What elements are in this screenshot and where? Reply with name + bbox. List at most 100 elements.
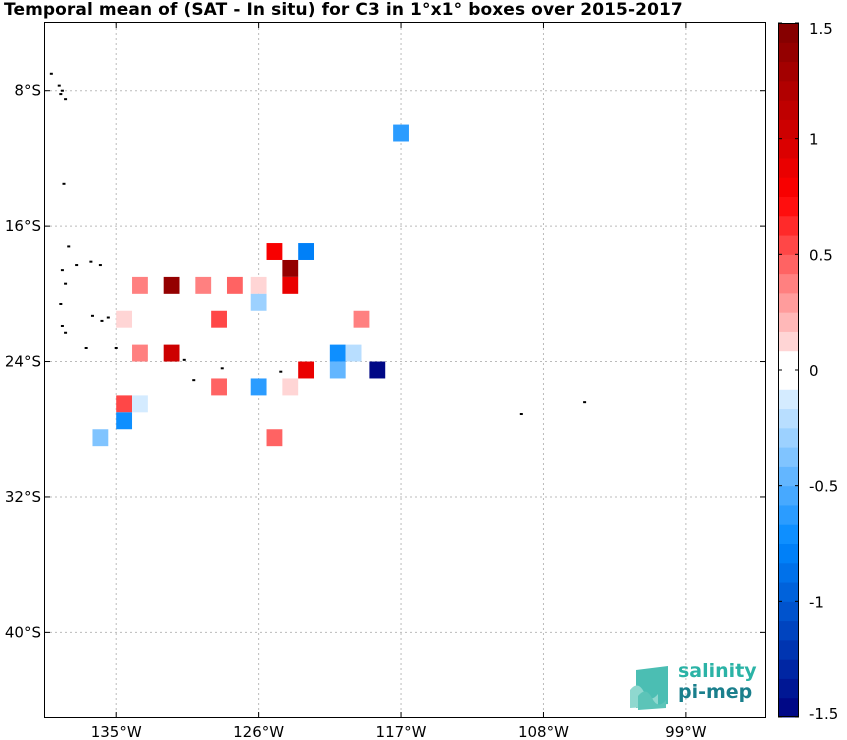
island-dot bbox=[100, 319, 104, 322]
data-box bbox=[116, 395, 133, 413]
colorbar-segment bbox=[778, 138, 799, 159]
data-box bbox=[132, 344, 148, 362]
wave-logo-icon bbox=[630, 666, 668, 710]
data-box bbox=[116, 310, 133, 328]
colorbar-segment bbox=[778, 389, 799, 410]
colorbar-segment bbox=[778, 524, 799, 544]
data-box bbox=[266, 243, 283, 260]
island-dot bbox=[57, 84, 61, 87]
colorbar-segment bbox=[778, 678, 799, 699]
colorbar-segment bbox=[778, 485, 799, 506]
data-box bbox=[250, 293, 267, 311]
data-box bbox=[266, 429, 283, 447]
lon-tick-label: 99°W bbox=[665, 723, 707, 740]
colorbar-segment bbox=[778, 582, 799, 602]
data-box bbox=[393, 124, 409, 142]
colorbar-segment bbox=[778, 562, 799, 583]
data-box bbox=[92, 429, 109, 447]
colorbar-tick-label: 0 bbox=[809, 362, 819, 380]
salinity-pi-mep-logo: salinity pi-mep bbox=[628, 660, 763, 710]
colorbar-segment bbox=[778, 543, 799, 564]
data-box bbox=[132, 395, 148, 413]
data-box bbox=[211, 378, 227, 396]
colorbar-segment bbox=[778, 61, 799, 82]
island-dot bbox=[106, 316, 110, 319]
colorbar-segment bbox=[778, 235, 799, 255]
data-boxes bbox=[92, 124, 409, 447]
island-dot bbox=[89, 260, 93, 263]
colorbar-tick-label: -0.5 bbox=[809, 478, 838, 496]
island-dot bbox=[75, 264, 79, 267]
lat-tick-label: 24°S bbox=[5, 353, 41, 371]
map-frame bbox=[44, 22, 766, 718]
colorbar-segment bbox=[778, 254, 799, 275]
colorbar-segment bbox=[778, 504, 799, 525]
colorbar-segment bbox=[778, 157, 799, 178]
colorbar-tick-label: 1 bbox=[809, 131, 819, 149]
island-dot bbox=[59, 93, 63, 96]
lat-tick-label: 40°S bbox=[5, 623, 41, 641]
colorbar-segment bbox=[778, 447, 799, 467]
data-box bbox=[226, 276, 243, 294]
island-dot bbox=[60, 89, 64, 92]
colorbar-segment bbox=[778, 23, 799, 43]
island-dot bbox=[583, 401, 587, 404]
island-dot bbox=[67, 245, 71, 248]
colorbar-tick-label: 1.5 bbox=[809, 20, 833, 38]
colorbar-segment bbox=[778, 408, 799, 429]
colorbar-segment bbox=[778, 100, 799, 120]
logo-text-salinity: salinity bbox=[678, 660, 757, 682]
island-dot bbox=[220, 367, 224, 370]
colorbar: 1.5 1 0.5 0 -0.5 -1 -1.5 bbox=[778, 20, 838, 723]
data-box bbox=[116, 412, 133, 430]
island-dot bbox=[64, 282, 68, 285]
data-box bbox=[163, 344, 180, 362]
lon-tick-label: 108°W bbox=[518, 723, 569, 740]
data-box bbox=[282, 259, 299, 277]
colorbar-segment bbox=[778, 312, 799, 332]
axis-ticks: 135°W 126°W 117°W 108°W 99°W 8°S 16°S 24°S 32°S 4… bbox=[5, 23, 765, 740]
colorbar-segment bbox=[778, 196, 799, 217]
island-dot bbox=[90, 314, 94, 317]
island-dot bbox=[114, 346, 118, 349]
data-box bbox=[298, 361, 315, 379]
island-dot bbox=[60, 324, 64, 327]
lon-tick-label: 135°W bbox=[91, 723, 142, 740]
lat-tick-label: 32°S bbox=[5, 488, 41, 506]
colorbar-segment bbox=[778, 370, 799, 390]
colorbar-tick-label: -1 bbox=[809, 593, 824, 611]
data-box bbox=[329, 361, 346, 379]
data-box bbox=[329, 344, 346, 362]
island-dot bbox=[60, 269, 64, 272]
colorbar-segment bbox=[778, 601, 799, 622]
data-box bbox=[282, 378, 299, 396]
colorbar-segment bbox=[778, 215, 799, 236]
data-box bbox=[163, 276, 180, 294]
data-box bbox=[211, 310, 227, 328]
data-box bbox=[353, 310, 370, 328]
colorbar-segment bbox=[778, 639, 799, 660]
island-dot bbox=[59, 302, 63, 305]
colorbar-segment bbox=[778, 620, 799, 641]
data-box bbox=[298, 243, 315, 260]
colorbar-segment bbox=[778, 177, 799, 197]
colorbar-segment bbox=[778, 427, 799, 448]
island-dot bbox=[182, 358, 186, 361]
island-dot bbox=[62, 182, 66, 185]
lat-tick-label: 16°S bbox=[5, 217, 41, 235]
lat-tick-label: 8°S bbox=[14, 82, 41, 100]
colorbar-segment bbox=[778, 80, 799, 101]
colorbar-tick-label: 0.5 bbox=[809, 246, 833, 264]
colorbar-segment bbox=[778, 273, 799, 294]
chart-title: Temporal mean of (SAT - In situ) for C3 … bbox=[4, 0, 683, 20]
island-dot bbox=[64, 331, 68, 334]
data-box bbox=[250, 378, 267, 396]
island-dot bbox=[98, 264, 102, 267]
data-box bbox=[250, 276, 267, 294]
logo-text-pimep: pi-mep bbox=[678, 681, 753, 703]
lon-tick-label: 126°W bbox=[233, 723, 284, 740]
colorbar-segment bbox=[778, 42, 799, 63]
data-box bbox=[195, 276, 212, 294]
island-dot bbox=[64, 98, 68, 101]
island-dot bbox=[84, 346, 88, 349]
